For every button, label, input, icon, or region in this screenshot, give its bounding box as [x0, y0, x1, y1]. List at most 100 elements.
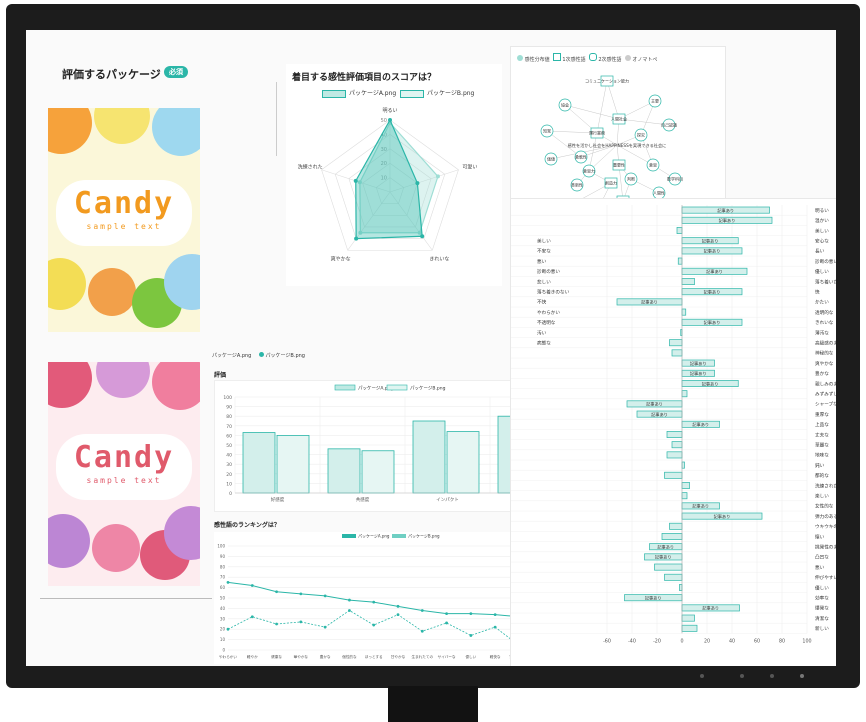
- line-category-label: サイバーな: [438, 654, 456, 659]
- hbar-xtick-label: 60: [754, 638, 760, 644]
- network-edge: [618, 164, 624, 202]
- network-edge: [606, 80, 620, 120]
- network-edge: [546, 130, 582, 158]
- hbar-right-label: 懐い: [815, 533, 825, 540]
- hbar-xtick-label: 40: [729, 638, 735, 644]
- bar-category-label: インパクト: [436, 497, 459, 503]
- line-legend-swatch: [392, 534, 406, 538]
- line-point-a: [372, 600, 376, 604]
- line-point-b: [469, 634, 473, 637]
- hbar-bar-note: 記事あり: [645, 595, 662, 602]
- hbar-left-label: 不安な: [537, 248, 551, 255]
- line-point-b: [372, 623, 376, 627]
- network-node: [574, 150, 588, 164]
- hbar-right-label: 明るい: [815, 208, 829, 214]
- package-a-image[interactable]: Candy sample text: [48, 108, 200, 332]
- radar-point: [388, 118, 392, 122]
- hbar-left-label: 汚い: [537, 329, 547, 336]
- network-node-label: 感性を活かし社会をHAPPINESSを実現できる社会に: [568, 142, 667, 149]
- radar-grid-ring: [321, 119, 459, 251]
- fruit-slice: [48, 108, 92, 154]
- network-node: [570, 178, 584, 192]
- hbar-bar: [654, 563, 683, 571]
- network-node-label: 意思: [649, 162, 657, 168]
- network-node: [544, 152, 558, 166]
- radar-series-area: [355, 118, 423, 240]
- radar-series-area: [359, 121, 439, 234]
- network-node-label: 革新性: [571, 182, 583, 188]
- hbar-right-label: かたい: [815, 299, 829, 306]
- hbar-bar: [681, 614, 695, 622]
- line-point-b: [396, 613, 400, 617]
- hbar-bar: [671, 441, 683, 449]
- network-node-label: 協会: [561, 102, 569, 108]
- bar-b: [446, 431, 480, 494]
- radar-point: [353, 178, 358, 183]
- line-point-a: [323, 594, 327, 598]
- package-word: Candy: [73, 186, 175, 221]
- network-node: [662, 118, 676, 132]
- bar-legend-label: パッケージA.png: [358, 385, 394, 392]
- line-legend-label: パッケージA.png: [358, 533, 390, 539]
- network-node: [558, 98, 572, 112]
- hbar-bar: [681, 482, 690, 489]
- radar-legend: パッケージA.png パッケージB.png: [322, 88, 474, 98]
- fruit-slice: [94, 108, 150, 144]
- line-point-a: [348, 598, 351, 602]
- bar-ytick-label: 90: [226, 405, 232, 411]
- radar-tick-label: 20: [381, 161, 387, 167]
- network-legend: 感性分布値 1次感性語 2次感性語 オノマトペ: [517, 53, 657, 63]
- radar-grid-ring: [348, 148, 432, 228]
- radar-axis-label: 明るい: [382, 108, 397, 114]
- fruit-slice: [48, 258, 86, 310]
- hbar-right-label: 楽しい: [815, 493, 829, 500]
- hbar-right-label: 爽やかな: [815, 360, 834, 367]
- network-edge: [616, 144, 654, 166]
- hbar-right-label: 弾力のある: [815, 513, 836, 520]
- hbar-bar: [681, 278, 695, 285]
- label-cloud: [56, 180, 192, 246]
- hbar-right-label: 挑発性のある: [815, 544, 836, 551]
- package-subtext: sample text: [86, 476, 162, 485]
- hbar-right-label: 快: [815, 289, 820, 296]
- network-node-label: 知覚: [543, 128, 551, 134]
- line-category-label: 豊かな: [320, 654, 331, 659]
- package-subtext: sample text: [86, 222, 162, 231]
- line-ytick-label: 40: [220, 606, 226, 611]
- hbar-right-label: 効率な: [815, 595, 829, 602]
- hbar-right-label: 伸びやすい: [815, 574, 836, 581]
- hbar-left-label: やわらかい: [537, 309, 560, 316]
- line-point-b: [250, 615, 254, 619]
- network-node: [540, 124, 554, 138]
- hbar-right-label: 優しい: [815, 268, 829, 275]
- network-node: [600, 75, 614, 87]
- monitor-screen: 評価するパッケージ 必須 Candy sample text Candy sam…: [26, 30, 836, 666]
- hbar-right-label: シャープな: [815, 401, 836, 408]
- package-b-image[interactable]: Candy sample text: [48, 362, 200, 586]
- network-node-label: 創造力: [605, 180, 617, 186]
- radar-point: [435, 174, 440, 179]
- network-node-label: コミュニケーション能力: [585, 78, 629, 84]
- hbar-xtick-label: -60: [603, 638, 611, 644]
- scrollbar-track[interactable]: [276, 82, 277, 156]
- hbar-xtick-label: -20: [653, 638, 661, 644]
- line-point-b: [348, 609, 351, 612]
- legend-label: パッケージA.png: [212, 353, 252, 359]
- hbar-bar-note: 記事あり: [641, 299, 658, 306]
- hbar-right-label: 落ち着いた: [815, 278, 836, 285]
- network-node-label: 判断: [627, 176, 635, 182]
- hbar-right-label: 洗練された: [815, 482, 836, 489]
- hbar-right-label: 優しい: [815, 584, 829, 591]
- bezel-indicator: [770, 674, 774, 678]
- legend-swatch-a: [322, 89, 346, 98]
- radar-grid-ring: [334, 134, 446, 239]
- power-button[interactable]: [800, 674, 804, 678]
- fruit-slice: [152, 362, 200, 410]
- line-point-a: [396, 604, 400, 608]
- line-heading: 感性語のランキングは？: [214, 522, 280, 529]
- radar-point: [357, 180, 362, 185]
- hbar-xtick-label: 80: [779, 638, 785, 644]
- network-node-label: 運行業務: [589, 130, 605, 136]
- hbar-bar-note: 記事あり: [690, 360, 707, 367]
